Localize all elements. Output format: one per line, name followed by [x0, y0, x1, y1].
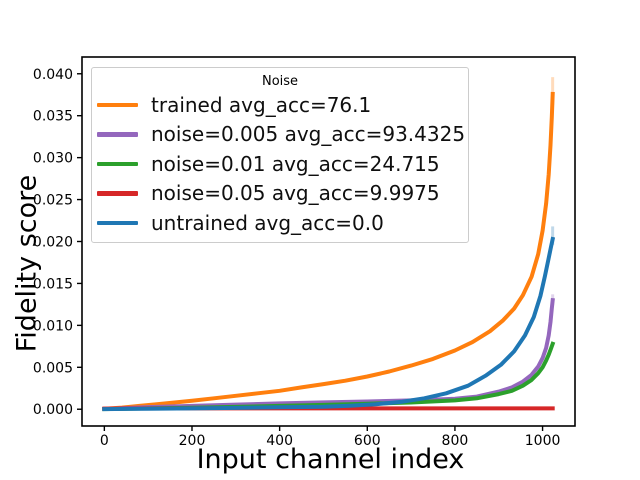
legend-entry-untrained-avg-acc-0-0: untrained avg_acc=0.0: [92, 208, 468, 238]
y-tick-label: 0.025: [33, 193, 73, 209]
x-axis-label: Input channel index: [196, 444, 465, 475]
y-tick-label: 0.020: [33, 235, 73, 251]
legend-entries: trained avg_acc=76.1 noise=0.005 avg_acc=…: [92, 90, 468, 238]
legend-line-swatch: [97, 191, 138, 196]
legend-line-swatch: [97, 220, 138, 225]
legend-entry-noise-0-005-avg-acc-93-4325: noise=0.005 avg_acc=93.4325: [92, 120, 468, 150]
y-tick-label: 0.030: [33, 151, 73, 167]
y-tick-label: 0.010: [33, 318, 73, 334]
x-tick-label: 600: [354, 433, 381, 449]
y-tick-label: 0.035: [33, 109, 73, 125]
x-tick-label: 0: [100, 433, 109, 449]
y-tick-label: 0.015: [33, 276, 73, 292]
x-tick-label: 800: [442, 433, 469, 449]
legend: Noise trained avg_acc=76.1 noise=0.005 av…: [91, 67, 469, 243]
legend-line-swatch: [97, 102, 138, 107]
y-tick-label: 0.005: [33, 360, 73, 376]
x-tick-label: 1000: [525, 433, 561, 449]
legend-entry-noise-0-05-avg-acc-9-9975: noise=0.05 avg_acc=9.9975: [92, 179, 468, 209]
series-line-trained-avg-acc-76-1: [102, 91, 555, 411]
y-axis-ticks: 0.000 0.005 0.010 0.015 0.020 0.025 0.030 0.035…: [33, 67, 82, 418]
y-axis-label: Fidelity score: [11, 174, 43, 353]
legend-label: noise=0.005 avg_acc=93.4325: [151, 122, 466, 147]
legend-entry-trained-avg-acc-76-1: trained avg_acc=76.1: [92, 90, 468, 120]
series-lines: [102, 77, 556, 412]
legend-line-swatch: [97, 132, 138, 137]
x-tick-label: 200: [179, 433, 206, 449]
legend-label: noise=0.01 avg_acc=24.715: [151, 151, 440, 176]
series-line-noise-0-005-avg-acc-93-4325: [102, 297, 555, 411]
legend-entry-noise-0-01-avg-acc-24-715: noise=0.01 avg_acc=24.715: [92, 149, 468, 179]
y-tick-label: 0.040: [33, 67, 73, 83]
series-line-untrained-avg-acc-0-0: [102, 236, 556, 412]
y-tick-label: 0.000: [33, 402, 73, 418]
x-tick-label: 400: [266, 433, 293, 449]
legend-label: untrained avg_acc=0.0: [151, 210, 384, 235]
legend-label: trained avg_acc=76.1: [151, 92, 372, 117]
x-axis-ticks: 0 200 400 600 800 1000: [100, 426, 561, 449]
legend-title: Noise: [261, 74, 299, 89]
legend-label: noise=0.05 avg_acc=9.9975: [151, 181, 440, 206]
legend-line-swatch: [97, 161, 138, 166]
